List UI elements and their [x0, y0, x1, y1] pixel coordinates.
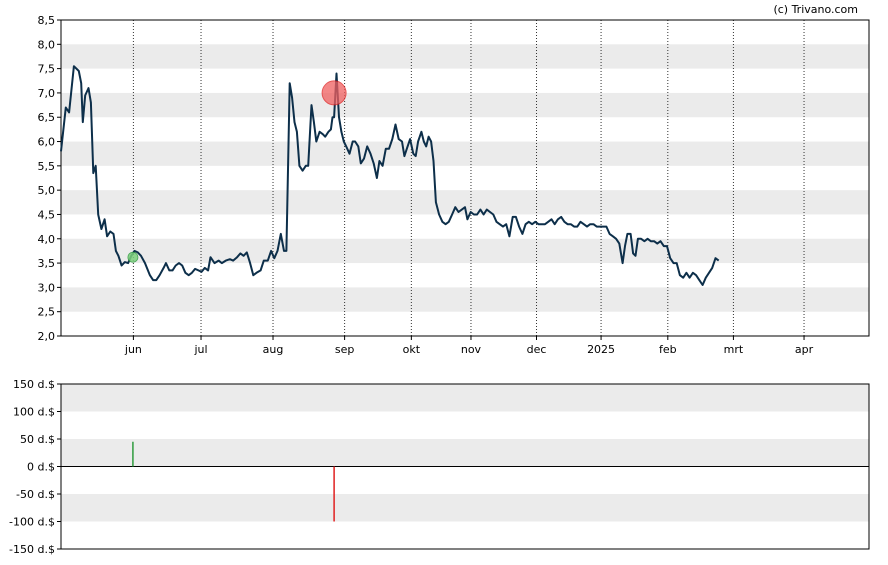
- x-tick-label: 2025: [587, 343, 615, 356]
- y-tick-label: 3,5: [38, 257, 56, 270]
- buy-marker: [127, 251, 139, 263]
- x-tick-label: feb: [659, 343, 677, 356]
- y-tick-label: 7,0: [38, 87, 56, 100]
- y-tick-label: 8,0: [38, 38, 56, 51]
- x-tick-label: aug: [263, 343, 284, 356]
- grid-band: [61, 141, 869, 166]
- y-tick-label: 4,5: [38, 208, 56, 221]
- y-tick-label: 7,5: [38, 63, 56, 76]
- y-tick-label: 150 d.$: [13, 378, 55, 391]
- grid-band: [61, 287, 869, 312]
- y-tick-label: 2,5: [38, 306, 56, 319]
- x-tick-label: apr: [795, 343, 814, 356]
- y-tick-label: 8,5: [38, 14, 56, 27]
- y-tick-label: 0 d.$: [27, 461, 55, 474]
- y-tick-label: 100 d.$: [13, 406, 55, 419]
- y-tick-label: 5,5: [38, 160, 56, 173]
- plot-frame: [60, 383, 870, 550]
- y-tick-label: 50 d.$: [20, 433, 55, 446]
- grid-band: [61, 238, 869, 264]
- y-tick-label: 3,0: [38, 281, 56, 294]
- price-series-line: [60, 65, 720, 286]
- grid-band: [61, 439, 869, 467]
- x-tick-label: sep: [335, 343, 354, 356]
- x-tick-label: jul: [193, 343, 207, 356]
- y-tick-label: -150 d.$: [9, 543, 55, 556]
- y-tick-label: 6,5: [38, 111, 56, 124]
- y-tick-label: -100 d.$: [9, 516, 55, 529]
- grid-band: [61, 494, 869, 522]
- x-tick-label: okt: [403, 343, 421, 356]
- grid-band: [61, 92, 869, 118]
- main-panel: 2,0 2,5 3,0 3,5 4,0 4,5 5,0 5,5 6,0 6,5 7,0 7,5 8,0 8…: [38, 14, 870, 356]
- x-tick-label: dec: [527, 343, 547, 356]
- x-tick-label: nov: [461, 343, 482, 356]
- y-tick-label: -50 d.$: [16, 488, 55, 501]
- y-tick-label: 5,0: [38, 184, 56, 197]
- grid-band: [61, 44, 869, 69]
- sell-marker: [321, 80, 347, 106]
- plot-frame: [60, 19, 870, 337]
- grid-band: [61, 384, 869, 412]
- y-tick-label: 6,0: [38, 136, 56, 149]
- y-tick-label: 4,0: [38, 233, 56, 246]
- x-tick-label: mrt: [724, 343, 744, 356]
- y-tick-label: 2,0: [38, 330, 56, 343]
- x-tick-label: jun: [124, 343, 142, 356]
- credit-label: (c) Trivano.com: [773, 3, 858, 16]
- volume-panel: 150 d.$ 100 d.$ 50 d.$ 0 d.$ -50 d.$ -100 d.$…: [9, 378, 870, 556]
